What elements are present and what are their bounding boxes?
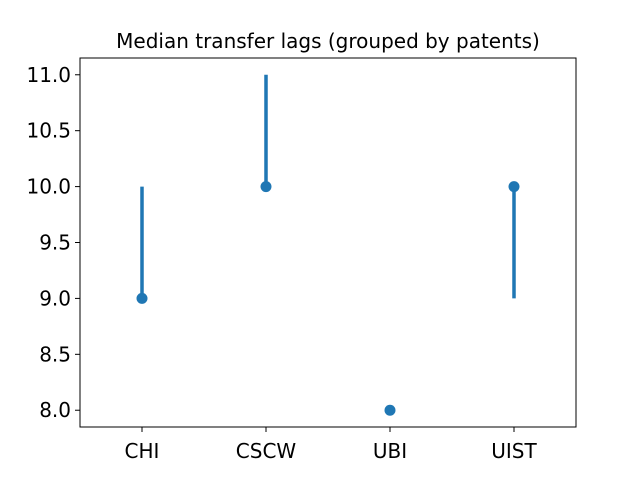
data-point xyxy=(508,181,520,193)
y-tick-label: 8.5 xyxy=(39,342,71,366)
y-tick-label: 10.5 xyxy=(26,119,71,143)
x-tick-label: UBI xyxy=(373,439,407,463)
y-tick-label: 11.0 xyxy=(26,63,71,87)
y-tick-label: 8.0 xyxy=(39,398,71,422)
x-tick-label: CSCW xyxy=(236,439,297,463)
y-tick-label: 10.0 xyxy=(26,175,71,199)
y-tick-label: 9.0 xyxy=(39,286,71,310)
chart-title: Median transfer lags (grouped by patents… xyxy=(116,29,540,53)
data-point xyxy=(384,404,396,416)
y-tick-label: 9.5 xyxy=(39,231,71,255)
data-point xyxy=(136,292,148,304)
x-tick-label: CHI xyxy=(125,439,160,463)
x-tick-label: UIST xyxy=(491,439,537,463)
data-point xyxy=(260,181,272,193)
plot-frame xyxy=(79,57,577,428)
plot-area: 8.0 8.5 9.0 9.5 10.0 10.5 11.0 CHI CSCW UBI UIST xyxy=(26,63,537,463)
